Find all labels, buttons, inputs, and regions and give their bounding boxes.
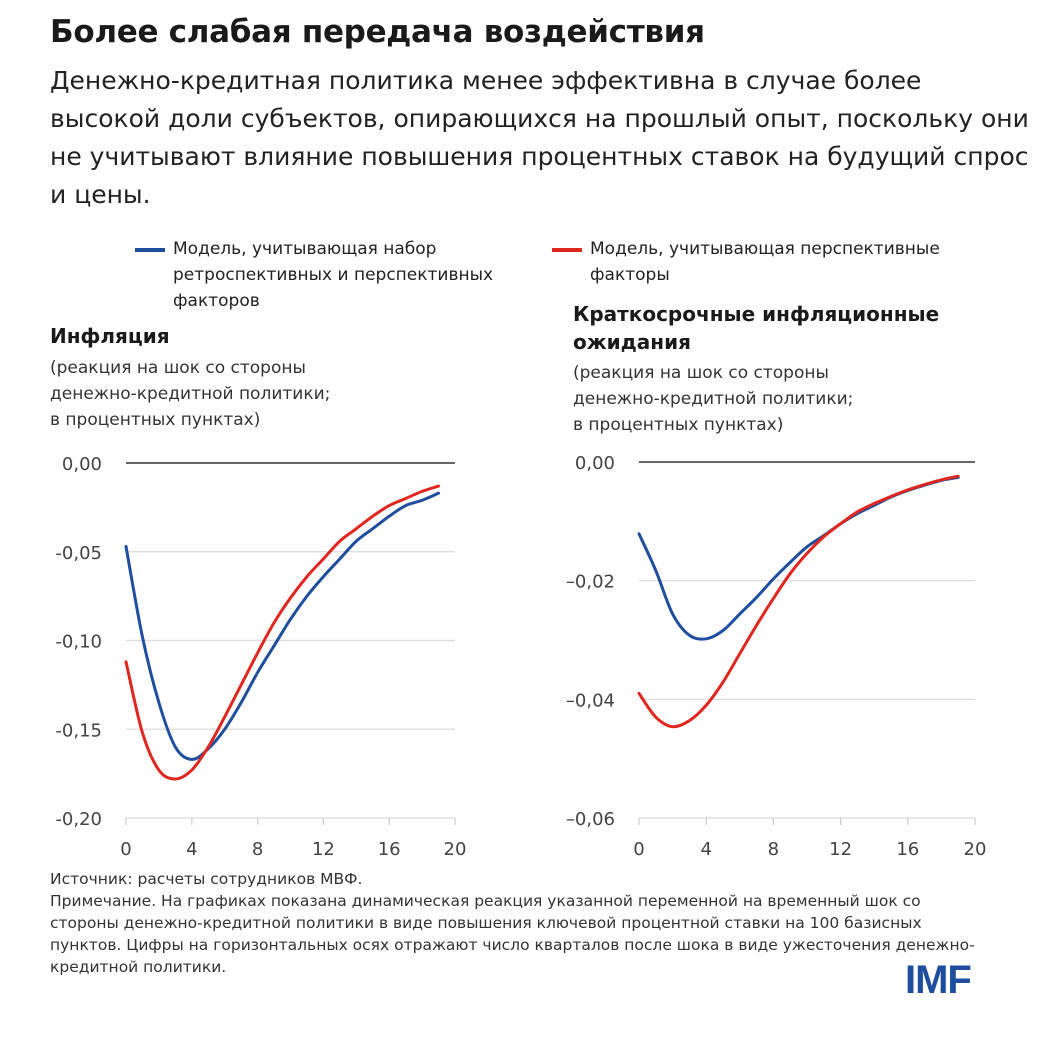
series-line-forward — [124, 484, 441, 781]
series-line-mixed — [124, 491, 441, 761]
y-tick-label: –0,04 — [566, 690, 615, 711]
chart-title-line: Краткосрочные инфляционные — [573, 302, 940, 326]
legend-label: Модель, учитывающая перспективные фактор… — [590, 239, 940, 285]
source-text: Источник: расчеты сотрудников МВФ. — [50, 870, 363, 888]
legend-swatch-blue — [135, 248, 165, 252]
unit-line: денежно-кредитной политики; — [50, 384, 331, 404]
x-tick-label: 8 — [252, 839, 263, 860]
unit-line: (реакция на шок со стороны — [573, 363, 829, 383]
unit-line: денежно-кредитной политики; — [573, 389, 854, 409]
y-tick-label: –0,06 — [566, 809, 615, 830]
inflation-chart: 0,00 -0,05 -0,10 -0,15 -0,20 0 4 8 12 16 20 — [55, 454, 467, 860]
y-tick-label: 0,00 — [575, 453, 615, 474]
note-text: Примечание. На графиках показана динамич… — [50, 892, 975, 976]
page-title: Более слабая передача воздействия — [50, 14, 705, 50]
x-tick-label: 4 — [186, 839, 197, 860]
x-tick-label: 20 — [444, 839, 467, 860]
chart-title-expectations: Краткосрочные инфляционные ожидания — [573, 300, 939, 356]
x-tick-label: 16 — [378, 839, 401, 860]
x-tick-label: 8 — [768, 839, 779, 860]
y-tick-label: -0,20 — [55, 809, 102, 830]
y-tick-label: -0,15 — [55, 720, 102, 741]
legend-swatch-red — [552, 248, 582, 252]
series-line-mixed — [637, 475, 960, 641]
x-tick-label: 16 — [896, 839, 919, 860]
x-tick-label: 12 — [829, 839, 852, 860]
chart-unit-expectations: (реакция на шок со стороны денежно-креди… — [573, 360, 853, 438]
x-tick-label: 0 — [633, 839, 644, 860]
x-tick-label: 0 — [120, 839, 131, 860]
unit-line: (реакция на шок со стороны — [50, 358, 306, 378]
legend-label: Модель, учитывающая набор ретроспективны… — [173, 239, 494, 311]
unit-line: в процентных пунктах) — [573, 415, 784, 435]
series-line-forward — [637, 474, 960, 729]
unit-line: в процентных пунктах) — [50, 410, 261, 430]
y-tick-label: –0,02 — [566, 572, 615, 593]
chart-title-line: ожидания — [573, 330, 691, 354]
y-tick-label: -0,05 — [55, 543, 102, 564]
y-tick-label: -0,10 — [55, 632, 102, 653]
x-tick-label: 12 — [312, 839, 335, 860]
imf-logo: IMF — [905, 958, 972, 1002]
chart-title-line: Инфляция — [50, 324, 170, 348]
footer: Источник: расчеты сотрудников МВФ. Приме… — [50, 868, 1010, 978]
page-subtitle: Денежно-кредитная политика менее эффекти… — [50, 66, 1029, 209]
x-tick-label: 4 — [700, 839, 711, 860]
chart-title-inflation: Инфляция — [50, 322, 170, 350]
y-tick-label: 0,00 — [62, 454, 102, 475]
expectations-chart: 0,00 –0,02 –0,04 –0,06 0 4 8 12 16 20 — [566, 453, 987, 860]
x-tick-label: 20 — [964, 839, 987, 860]
chart-unit-inflation: (реакция на шок со стороны денежно-креди… — [50, 355, 330, 433]
